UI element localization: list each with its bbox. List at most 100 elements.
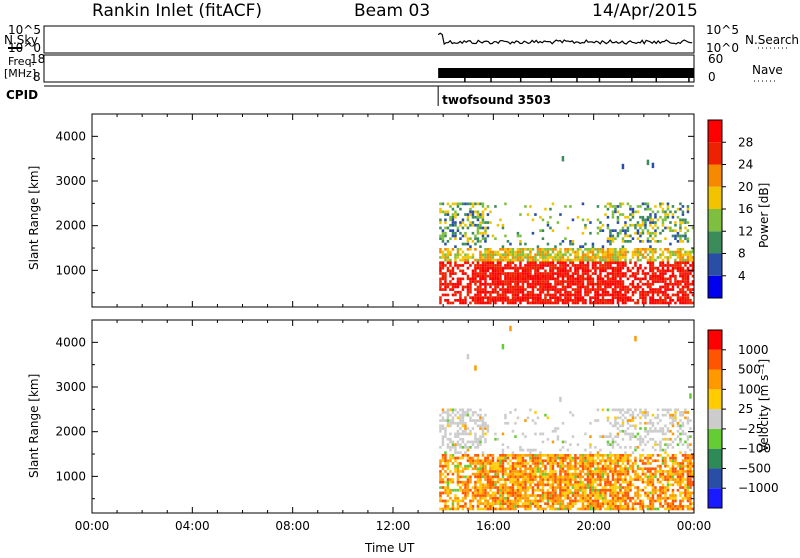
heatmap-cell (501, 494, 505, 497)
heatmap-cell (671, 285, 675, 289)
heatmap-cell (546, 456, 550, 460)
heatmap-cell (511, 454, 515, 457)
heatmap-cell (489, 483, 492, 487)
heatmap-cell (469, 459, 472, 463)
heatmap-cell (616, 486, 620, 489)
heatmap-cell (684, 231, 687, 235)
heatmap-cell (689, 486, 692, 489)
heatmap-cell (596, 454, 600, 457)
heatmap-cell (671, 416, 675, 420)
heatmap-cell (684, 293, 687, 297)
heatmap-cell (564, 261, 567, 265)
heatmap-cell (524, 277, 527, 281)
heatmap-cell (469, 432, 472, 436)
heatmap-cell (541, 290, 545, 294)
heatmap-cell (501, 256, 505, 259)
heatmap-cell (461, 264, 465, 267)
heatmap-cell (606, 472, 610, 476)
heatmap-cell (634, 502, 637, 505)
heatmap-cell (654, 274, 657, 278)
heatmap-cell (574, 499, 577, 503)
heatmap-cell (599, 256, 602, 259)
beam-label: Beam 03 (354, 1, 430, 21)
heatmap-cell (661, 221, 665, 224)
heatmap-cell (534, 478, 537, 481)
heatmap-cell (581, 202, 585, 206)
heatmap-cell (689, 264, 692, 267)
heatmap-cell (516, 274, 520, 278)
heatmap-cell (661, 301, 665, 305)
heatmap-cell (511, 258, 515, 262)
heatmap-cell (629, 488, 632, 492)
heatmap-cell (551, 272, 555, 275)
heatmap-cell (629, 288, 632, 291)
heatmap-cell (479, 483, 482, 487)
heatmap-cell (479, 491, 482, 495)
heatmap-cell (464, 505, 467, 508)
heatmap-cell (611, 475, 615, 479)
heatmap-cell (681, 472, 685, 476)
heatmap-cell (584, 496, 587, 500)
heatmap-cell (476, 502, 480, 505)
heatmap-cell (444, 213, 447, 216)
heatmap-cell (534, 299, 537, 302)
heatmap-cell (449, 215, 452, 219)
heatmap-cell (584, 256, 587, 259)
heatmap-cell (621, 480, 625, 484)
heatmap-cell (566, 507, 570, 511)
heatmap-cell (529, 408, 532, 412)
heatmap-cell (619, 280, 622, 283)
heatmap-cell (596, 502, 600, 505)
heatmap-cell (486, 205, 490, 208)
heatmap-cell (549, 282, 552, 286)
heatmap-cell (456, 299, 460, 302)
heatmap-cell (571, 499, 575, 503)
heatmap-cell (531, 285, 535, 289)
heatmap-cell (654, 488, 657, 492)
heatmap-cell (569, 242, 572, 246)
heatmap-cell (564, 472, 567, 476)
heatmap-cell (626, 496, 630, 500)
heatmap-cell (636, 285, 640, 289)
heatmap-cell (479, 226, 482, 230)
heatmap-cell (594, 288, 597, 291)
heatmap-cell (501, 299, 505, 302)
heatmap-cell (486, 429, 490, 433)
heatmap-cell (651, 210, 655, 214)
heatmap-cell (514, 462, 517, 465)
heatmap-cell (574, 470, 577, 473)
heatmap-cell (681, 218, 685, 222)
colorbar-tick-label: 25 (738, 402, 753, 416)
heatmap-cell (599, 301, 602, 305)
heatmap-cell (594, 491, 597, 495)
heatmap-cell (654, 467, 657, 471)
heatmap-cell (606, 488, 610, 492)
heatmap-cell (544, 264, 547, 267)
heatmap-cell (641, 269, 645, 273)
heatmap-cell (439, 256, 442, 259)
heatmap-cell (664, 210, 667, 214)
heatmap-cell (504, 274, 507, 278)
heatmap-cell (669, 250, 672, 254)
heatmap-cell (651, 266, 655, 270)
heatmap-cell (516, 269, 520, 273)
heatmap-cell (624, 221, 627, 224)
heatmap-cell (551, 505, 555, 508)
heatmap-cell (629, 483, 632, 487)
heatmap-cell (584, 269, 587, 273)
heatmap-cell (586, 464, 590, 468)
heatmap-cell (639, 475, 642, 479)
heatmap-cell (659, 470, 662, 473)
heatmap-cell (441, 478, 445, 481)
heatmap-cell (484, 507, 487, 511)
heatmap-cell (519, 467, 522, 471)
heatmap-cell (484, 462, 487, 465)
heatmap-cell (626, 421, 630, 425)
heatmap-cell (581, 496, 585, 500)
heatmap-cell (661, 264, 665, 267)
heatmap-cell (489, 248, 492, 251)
heatmap-cell (481, 483, 485, 487)
heatmap-cell (586, 494, 590, 497)
heatmap-cell (599, 248, 602, 251)
heatmap-cell (589, 499, 592, 503)
